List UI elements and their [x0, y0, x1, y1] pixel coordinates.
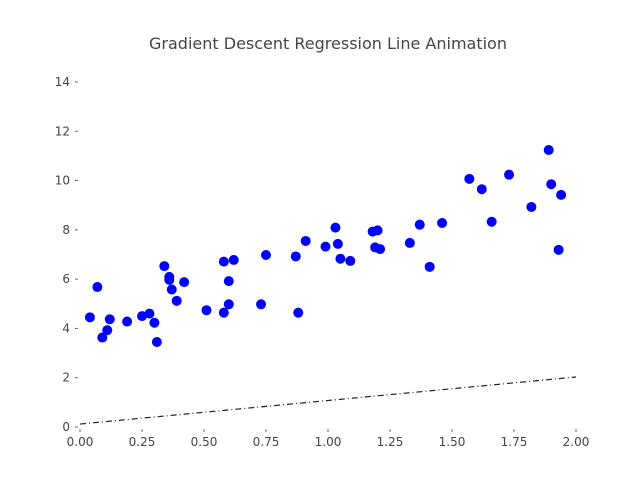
x-tick-label: 1.00	[315, 435, 342, 449]
y-axis: 0 2 4 6 8 10 12 14	[55, 75, 78, 434]
regression-line-layer	[79, 376, 577, 425]
data-point	[201, 305, 212, 316]
data-point	[330, 222, 341, 233]
data-point	[102, 325, 113, 336]
data-point	[546, 179, 557, 190]
data-point	[92, 282, 103, 293]
x-tick-label: 0.75	[253, 435, 280, 449]
data-point	[97, 332, 108, 343]
data-point	[553, 244, 564, 255]
y-tick-label: 8	[62, 223, 70, 237]
data-point	[256, 299, 267, 310]
y-tick-label: 0	[62, 420, 70, 434]
data-point	[414, 219, 425, 230]
scatter-points	[84, 145, 567, 347]
data-point	[164, 274, 175, 285]
data-point	[404, 237, 415, 248]
y-tick-label: 12	[55, 124, 70, 138]
x-tick-label: 1.25	[377, 435, 404, 449]
data-point	[293, 307, 304, 318]
data-point	[486, 216, 497, 227]
data-point	[300, 235, 311, 246]
data-point	[375, 244, 386, 255]
data-point	[171, 295, 182, 306]
data-point	[122, 316, 133, 327]
data-point	[228, 254, 239, 265]
data-point	[345, 255, 356, 266]
data-point	[464, 173, 475, 184]
data-point	[179, 277, 190, 288]
y-tick-label: 6	[62, 272, 70, 286]
y-tick-label: 10	[55, 174, 70, 188]
x-axis: 0.00 0.25 0.50 0.75 1.00 1.25 1.50 1.75 2.00	[67, 429, 590, 449]
data-point	[476, 184, 487, 195]
data-point	[223, 276, 234, 287]
y-tick-label: 14	[55, 75, 70, 89]
x-tick-label: 1.75	[501, 435, 528, 449]
data-point	[504, 169, 515, 180]
data-point	[261, 249, 271, 260]
data-point	[218, 256, 229, 267]
x-tick-label: 0.50	[191, 435, 218, 449]
data-point	[543, 145, 554, 156]
data-point	[166, 284, 177, 295]
data-point	[320, 241, 331, 252]
data-point	[437, 217, 448, 228]
data-point	[526, 201, 537, 212]
data-point	[290, 251, 301, 262]
x-tick-label: 0.00	[67, 435, 94, 449]
x-tick-label: 0.25	[129, 435, 156, 449]
data-point	[84, 312, 95, 323]
y-tick-label: 4	[62, 321, 70, 335]
data-point	[218, 307, 229, 318]
chart-title: Gradient Descent Regression Line Animati…	[149, 34, 507, 53]
x-tick-label: 1.50	[439, 435, 466, 449]
data-point	[372, 225, 383, 236]
data-point	[104, 314, 115, 325]
y-tick-label: 2	[62, 371, 70, 385]
data-point	[335, 253, 346, 264]
data-point	[424, 261, 435, 272]
x-tick-label: 2.00	[563, 435, 590, 449]
data-point	[149, 317, 160, 328]
regression-line	[79, 376, 577, 425]
data-point	[332, 238, 343, 249]
data-point	[556, 189, 567, 200]
data-point	[144, 308, 155, 319]
data-point	[223, 299, 234, 310]
data-point	[159, 261, 170, 272]
data-point	[151, 336, 162, 347]
